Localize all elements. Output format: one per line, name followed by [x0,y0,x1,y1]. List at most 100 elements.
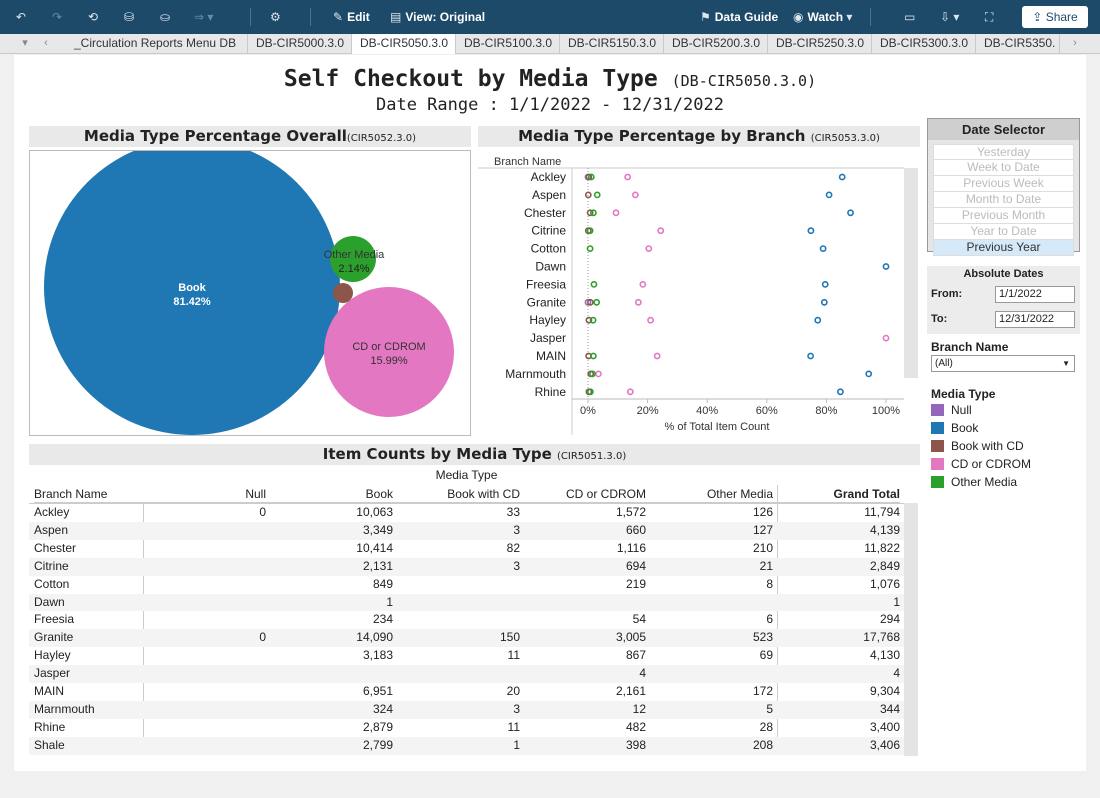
tab-6[interactable]: DB-CIR5200.3.0 [664,34,768,53]
revert-icon[interactable]: ⟲ [88,10,99,24]
dot-cd-or-cdrom[interactable] [631,191,639,199]
legend-item[interactable]: Null [931,404,972,422]
comments-icon[interactable]: ▭ [904,10,916,24]
bubble-book[interactable] [44,151,340,435]
dot-cd-or-cdrom[interactable] [595,370,602,378]
dot-other-media[interactable] [586,227,594,235]
bubble-cd-or-cdrom[interactable] [324,287,454,417]
edit-button[interactable]: ✎ Edit [333,7,370,27]
dot-cd-or-cdrom[interactable] [634,298,642,306]
dot-book[interactable] [814,316,822,324]
dot-cd-or-cdrom[interactable] [657,227,665,235]
dot-book[interactable] [807,227,815,235]
dot-book[interactable] [865,370,873,378]
legend-item[interactable]: CD or CDROM [931,458,1031,476]
tab-scroll-left-icon[interactable]: ‹ [44,37,48,49]
dot-book-with-cd[interactable] [585,316,593,324]
dot-plot-scrollbar[interactable] [904,168,918,378]
redo-icon[interactable]: ↷ [52,10,63,24]
dot-other-media[interactable] [586,245,594,252]
legend-item[interactable]: Other Media [931,476,1017,494]
replay-icon[interactable]: ⇒ ▾ [194,10,214,24]
fullscreen-icon[interactable]: ⛶ [985,10,994,24]
watch-button[interactable]: ◉ Watch ▾ [793,10,853,24]
dot-book-with-cd[interactable] [584,191,592,199]
dot-other-media[interactable] [590,280,598,288]
pause-updates-icon[interactable]: ⛀ [160,10,171,24]
dot-cd-or-cdrom[interactable] [612,209,620,217]
dot-other-media[interactable] [589,370,596,378]
dot-other-media[interactable] [589,209,597,217]
table-row[interactable]: Dawn 1 1 [29,593,904,612]
dot-cd-or-cdrom[interactable] [626,388,634,396]
dot-book[interactable] [825,191,833,199]
legend-item[interactable]: Book with CD [931,440,1024,458]
dot-book[interactable] [847,209,854,217]
date-option-previous-week[interactable]: Previous Week [933,176,1074,192]
dot-book[interactable] [838,173,846,181]
dot-null[interactable] [584,298,592,306]
tab-scroll-right-icon[interactable]: › [1073,37,1077,49]
share-button[interactable]: ⇪ Share [1022,6,1088,28]
tab-2[interactable]: DB-CIR5000.3.0 [248,34,352,53]
table-row[interactable]: Rhine 2,879 11 482 28 3,400 [29,719,904,737]
table-scrollbar[interactable] [904,503,918,756]
bubble-book-with-cd[interactable] [333,283,353,303]
undo-icon[interactable]: ↶ [16,10,27,24]
dot-cd-or-cdrom[interactable] [882,334,890,342]
table-row[interactable]: Freesia 234 54 6 294 [29,611,904,629]
by-branch-dot-plot[interactable]: Branch Name Ackley Aspen Chester Citrine Cott… [478,150,920,440]
dot-book-with-cd[interactable] [585,173,593,181]
dot-cd-or-cdrom[interactable] [645,245,653,252]
tab-8[interactable]: DB-CIR5300.3.0 [872,34,976,53]
table-row[interactable]: MAIN 6,951 20 2,161 172 9,304 [29,683,904,701]
branch-filter-select[interactable]: (All) ▼ [931,355,1075,372]
tab-9[interactable]: DB-CIR5350. [976,34,1060,53]
table-row[interactable]: Aspen 3,349 3 660 127 4,139 [29,521,904,540]
tab-1[interactable]: _Circulation Reports Menu DB [66,34,248,53]
date-option-yesterday[interactable]: Yesterday [933,144,1074,160]
from-date-input[interactable]: 1/1/2022 [995,286,1075,303]
table-row[interactable]: Marnmouth 324 3 12 5 344 [29,700,904,719]
date-option-year-to-date[interactable]: Year to Date [933,224,1074,240]
tab-5[interactable]: DB-CIR5150.3.0 [560,34,664,53]
legend-item[interactable]: Book [931,422,978,440]
date-option-week-to-date[interactable]: Week to Date [933,160,1074,176]
dot-other-media[interactable] [587,173,595,181]
dot-other-media[interactable] [589,352,597,360]
dot-book[interactable] [882,263,890,270]
refresh-data-icon[interactable]: ⛁ [124,10,135,24]
table-row[interactable]: Jasper 4 4 [29,665,904,683]
date-option-previous-month[interactable]: Previous Month [933,208,1074,224]
dot-book-with-cd[interactable] [586,209,594,217]
table-row[interactable]: Chester 10,414 82 1,116 210 11,822 [29,540,904,558]
table-row[interactable]: Hayley 3,183 11 867 69 4,130 [29,647,904,665]
dot-other-media[interactable] [593,298,601,306]
table-row[interactable]: Granite 0 14,090 150 3,005 523 17,768 [29,629,904,648]
date-option-previous-year[interactable]: Previous Year [933,240,1074,256]
dot-cd-or-cdrom[interactable] [653,352,661,360]
tab-4[interactable]: DB-CIR5100.3.0 [456,34,560,53]
date-option-month-to-date[interactable]: Month to Date [933,192,1074,208]
overall-bubble-chart[interactable]: Book 81.42% CD or CDROM 15.99% Other Med… [29,150,471,436]
to-date-input[interactable]: 12/31/2022 [995,311,1075,328]
dot-other-media[interactable] [589,316,597,324]
tab-3[interactable]: DB-CIR5050.3.0 [352,34,456,54]
dot-book[interactable] [821,280,829,288]
dot-cd-or-cdrom[interactable] [647,316,654,324]
dot-book[interactable] [820,298,828,306]
dot-book[interactable] [807,352,815,360]
dot-book[interactable] [819,245,827,252]
dot-cd-or-cdrom[interactable] [624,173,632,181]
dot-book[interactable] [837,388,844,396]
data-guide-button[interactable]: ⚑ Data Guide [700,7,778,27]
table-row[interactable]: Cotton 849 219 8 1,076 [29,576,904,594]
table-row[interactable]: Ackley 0 10,063 33 1,572 126 11,794 [29,504,904,522]
tab-scroll-menu-icon[interactable]: ▾ [22,37,28,49]
table-row[interactable]: Citrine 2,131 3 694 21 2,849 [29,557,904,576]
bubble-other-media[interactable] [330,236,376,282]
dot-cd-or-cdrom[interactable] [639,280,647,288]
dot-other-media[interactable] [593,191,601,199]
view-original-button[interactable]: ▤ View: Original [390,7,485,27]
tab-7[interactable]: DB-CIR5250.3.0 [768,34,872,53]
